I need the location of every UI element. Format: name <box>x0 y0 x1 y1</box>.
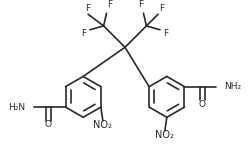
Text: F: F <box>160 4 164 13</box>
Text: O: O <box>198 100 205 109</box>
Text: NH₂: NH₂ <box>224 82 242 91</box>
Text: H₂N: H₂N <box>8 103 26 112</box>
Text: F: F <box>138 0 143 9</box>
Text: F: F <box>82 29 87 38</box>
Text: O: O <box>44 120 52 129</box>
Text: NO₂: NO₂ <box>94 120 112 130</box>
Text: F: F <box>163 29 168 38</box>
Text: F: F <box>86 4 90 13</box>
Text: F: F <box>107 0 112 9</box>
Text: NO₂: NO₂ <box>156 130 174 140</box>
